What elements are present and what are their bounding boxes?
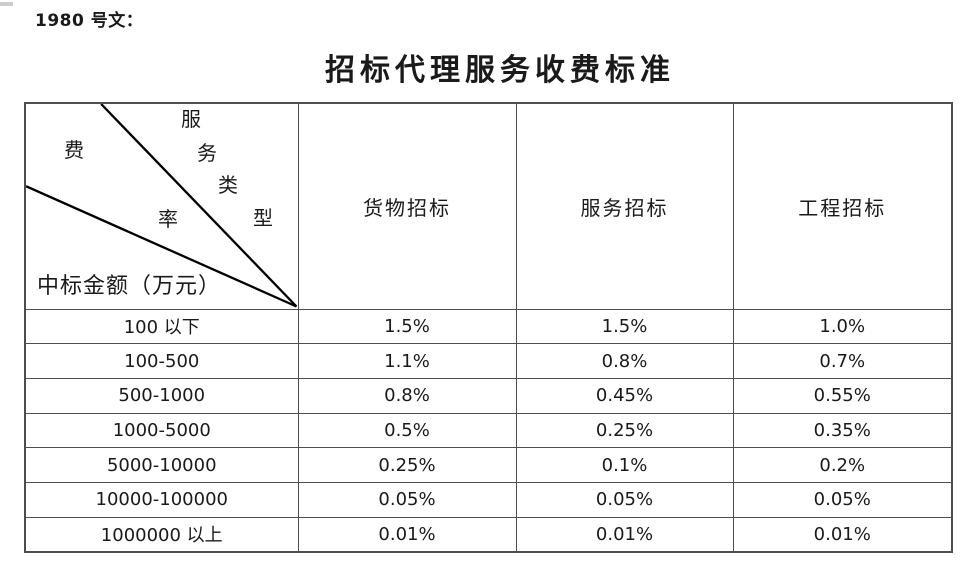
page-edge-artifact bbox=[0, 2, 13, 6]
corner-label-bid-amount: 中标金额（万元） bbox=[37, 273, 222, 298]
table-row: 100 以下 1.5% 1.5% 1.0% bbox=[24, 308, 953, 345]
diagonal-header-cell: 费 率 服 务 类 型 中标金额（万元） bbox=[24, 102, 299, 310]
rate-cell: 1.5% bbox=[297, 308, 517, 345]
rate-cell: 0.8% bbox=[515, 343, 734, 379]
amount-range-cell: 10000-100000 bbox=[24, 481, 299, 518]
table-row: 5000-10000 0.25% 0.1% 0.2% bbox=[24, 447, 953, 483]
rate-cell: 0.25% bbox=[515, 412, 734, 449]
rate-cell: 0.25% bbox=[297, 447, 517, 483]
column-header-goods: 货物招标 bbox=[297, 102, 517, 310]
rate-cell: 0.2% bbox=[732, 447, 953, 483]
amount-range-cell: 100-500 bbox=[24, 343, 299, 379]
rate-cell: 0.01% bbox=[732, 516, 953, 553]
rate-cell: 0.45% bbox=[515, 377, 734, 414]
amount-range-cell: 100 以下 bbox=[24, 308, 299, 345]
corner-label-rate-char: 率 bbox=[158, 209, 178, 231]
rate-cell: 0.8% bbox=[297, 377, 517, 414]
rate-cell: 0.55% bbox=[732, 377, 953, 414]
corner-label-service-char: 型 bbox=[253, 208, 273, 230]
rate-cell: 0.7% bbox=[732, 343, 953, 379]
rate-cell: 0.05% bbox=[297, 481, 517, 518]
amount-range-cell: 1000000 以上 bbox=[24, 516, 299, 553]
rate-cell: 0.5% bbox=[297, 412, 517, 449]
rate-cell: 0.01% bbox=[297, 516, 517, 553]
rate-cell: 0.05% bbox=[732, 481, 953, 518]
corner-label-service-char: 类 bbox=[218, 175, 238, 197]
table-row: 1000-5000 0.5% 0.25% 0.35% bbox=[24, 412, 953, 449]
corner-label-service-char: 务 bbox=[197, 143, 217, 165]
rate-cell: 0.01% bbox=[515, 516, 734, 553]
rate-cell: 1.0% bbox=[732, 308, 953, 345]
table-row: 500-1000 0.8% 0.45% 0.55% bbox=[24, 377, 953, 414]
document-ref-number: 1980 号文： bbox=[35, 11, 144, 31]
corner-label-fee-char: 费 bbox=[64, 140, 84, 162]
amount-range-cell: 500-1000 bbox=[24, 377, 299, 414]
amount-range-cell: 5000-10000 bbox=[24, 447, 299, 483]
diagonal-divider-lines bbox=[26, 104, 297, 308]
table-row: 10000-100000 0.05% 0.05% 0.05% bbox=[24, 481, 953, 518]
rate-cell: 0.05% bbox=[515, 481, 734, 518]
table-header-row: 费 率 服 务 类 型 中标金额（万元） 货物招标 服务招标 工程招标 bbox=[24, 102, 953, 310]
rate-cell: 1.5% bbox=[515, 308, 734, 345]
rate-cell: 0.1% bbox=[515, 447, 734, 483]
column-header-services: 服务招标 bbox=[515, 102, 734, 310]
amount-range-cell: 1000-5000 bbox=[24, 412, 299, 449]
column-header-engineering: 工程招标 bbox=[732, 102, 953, 310]
corner-label-service-char: 服 bbox=[181, 109, 201, 131]
page-title: 招标代理服务收费标准 bbox=[325, 54, 675, 87]
table-row: 100-500 1.1% 0.8% 0.7% bbox=[24, 343, 953, 379]
rate-cell: 0.35% bbox=[732, 412, 953, 449]
table-row: 1000000 以上 0.01% 0.01% 0.01% bbox=[24, 516, 953, 553]
rate-cell: 1.1% bbox=[297, 343, 517, 379]
fee-standard-table: 费 率 服 务 类 型 中标金额（万元） 货物招标 服务招标 工程招标 100 … bbox=[24, 102, 953, 553]
